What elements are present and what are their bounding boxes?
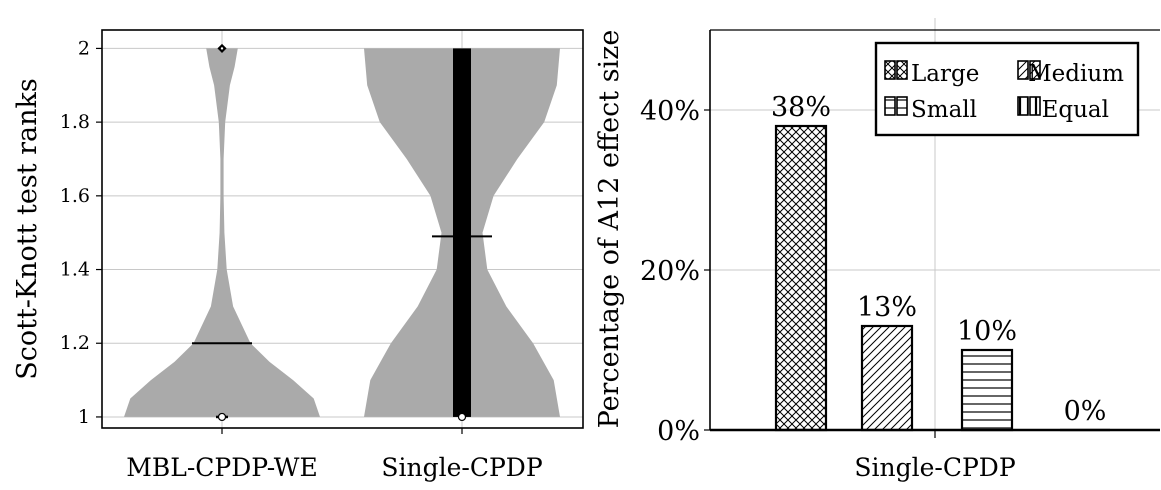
bar-x-ticks: Single-CPDP: [854, 430, 1016, 482]
bar-y-ticks: 0% 20% 40%: [640, 96, 710, 447]
legend-label-small: Small: [911, 97, 977, 123]
bar-small: [960, 348, 1014, 432]
violin-bodies: [124, 48, 560, 417]
violin-iqr-bar: [453, 48, 471, 417]
bar-marks: [774, 124, 1110, 432]
violin-y-tick-label: 1.6: [60, 185, 90, 207]
bar-data-label: 10%: [957, 316, 1017, 347]
bar-data-labels: 38% 13% 10% 0%: [771, 92, 1106, 427]
violin-outlier-point-center: [220, 47, 224, 50]
violin-x-tick-label: Single-CPDP: [381, 453, 542, 482]
bar-panel: 38% 13% 10% 0% 0% 20% 40% Single-CPDP Percent…: [594, 18, 1160, 482]
violin-plot-frame: [101, 29, 584, 429]
violin-x-tick-label: MBL-CPDP-WE: [126, 453, 318, 482]
bar-legend: Large Medium Small Equal: [874, 41, 1140, 137]
bar-x-tick-label: Single-CPDP: [854, 453, 1015, 482]
legend-label-large: Large: [911, 61, 979, 87]
bar-large: [774, 124, 828, 432]
bar-legend-box: [874, 41, 1140, 137]
legend-swatch-small: [884, 96, 896, 116]
legend-swatch-medium: [1017, 60, 1029, 80]
bar-y-tick-label: 20%: [640, 256, 700, 287]
legend-swatch-medium: [1029, 60, 1041, 80]
bar-y-tick-label: 0%: [657, 416, 700, 447]
bar-medium: [860, 324, 914, 432]
bar-data-label: 0%: [1064, 396, 1107, 427]
legend-swatch-small: [896, 96, 908, 116]
violin-y-ticks: 1 1.2 1.4 1.6 1.8 2: [60, 37, 102, 428]
violin-y-tick-label: 1: [78, 406, 90, 428]
violin-body: [124, 48, 320, 417]
violin-y-tick-label: 1.4: [60, 259, 90, 281]
violin-y-tick-label: 1.8: [60, 111, 90, 133]
legend-label-medium: Medium: [1028, 61, 1124, 87]
legend-swatch-large: [884, 60, 896, 80]
legend-label-equal: Equal: [1042, 97, 1109, 123]
violin-x-ticks: MBL-CPDP-WE Single-CPDP: [126, 428, 543, 482]
violin-median-point: [457, 412, 467, 422]
legend-swatch-equal: [1029, 96, 1041, 116]
violin-markers: [192, 43, 492, 422]
bar-data-label: 13%: [857, 292, 917, 323]
bar-data-label: 38%: [771, 92, 831, 123]
violin-y-tick-label: 2: [78, 37, 90, 59]
violin-y-tick-label: 1.2: [60, 332, 90, 354]
legend-swatch-large: [896, 60, 908, 80]
violin-y-axis-label: Scott-Knott test ranks: [12, 78, 43, 380]
violin-panel: 1 1.2 1.4 1.6 1.8 2 MBL-CPDP-WE Single-CPDP Sc…: [12, 29, 584, 482]
violin-median-point: [217, 412, 227, 422]
legend-swatch-equal: [1017, 96, 1029, 116]
bar-y-axis-label: Percentage of A12 effect size: [594, 30, 625, 429]
bar-y-tick-label: 40%: [640, 96, 700, 127]
